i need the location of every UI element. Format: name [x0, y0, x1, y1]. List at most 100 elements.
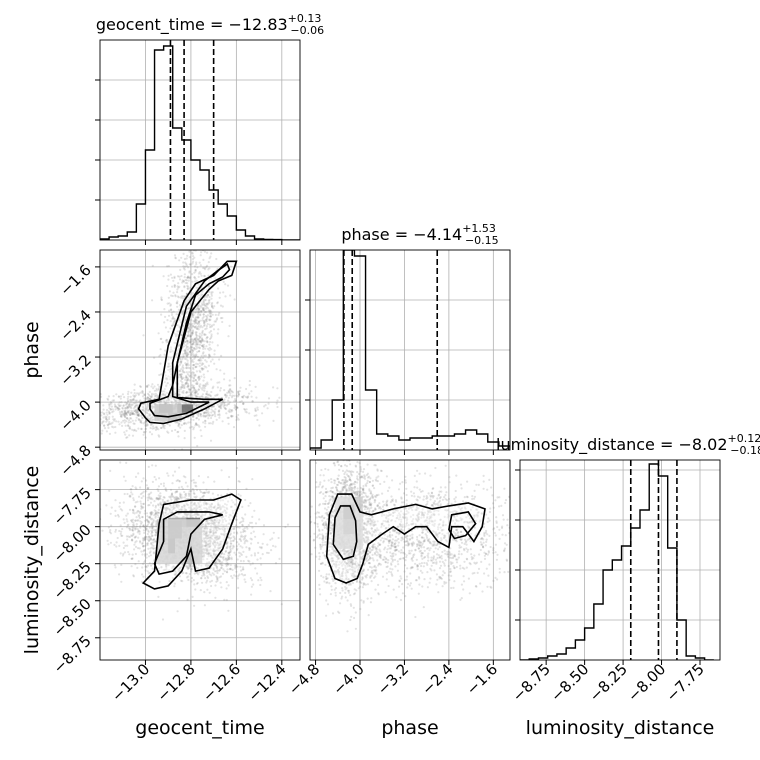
sample-point	[118, 544, 121, 548]
sample-point	[144, 410, 148, 414]
sample-point	[147, 547, 150, 550]
sample-point	[185, 354, 188, 357]
sample-point	[126, 405, 129, 409]
sample-point	[218, 413, 221, 416]
sample-point	[127, 400, 130, 403]
sample-point	[201, 344, 204, 347]
sample-point	[128, 495, 131, 498]
sample-point	[155, 389, 158, 392]
sample-point	[137, 529, 140, 533]
sample-point	[213, 518, 216, 521]
sample-point	[163, 381, 166, 384]
sample-point	[193, 326, 196, 329]
sample-point	[124, 544, 127, 547]
sample-point	[132, 574, 135, 577]
sample-point	[194, 356, 197, 359]
sample-point	[229, 537, 232, 540]
sample-point	[209, 395, 212, 398]
sample-point	[190, 376, 194, 379]
sample-point	[200, 293, 203, 296]
sample-point	[204, 359, 207, 362]
sample-point	[214, 584, 217, 587]
sample-point	[178, 278, 182, 281]
sample-point	[218, 296, 221, 299]
sample-point	[197, 375, 201, 378]
sample-point	[199, 247, 201, 249]
sample-point	[114, 408, 117, 411]
sample-point	[131, 493, 134, 496]
sample-point	[123, 551, 127, 554]
sample-point	[192, 255, 195, 258]
sample-point	[131, 412, 134, 416]
sample-point	[227, 562, 230, 566]
sample-point	[195, 422, 198, 425]
sample-point	[183, 318, 187, 321]
sample-point	[109, 469, 112, 472]
sample-point	[211, 405, 214, 408]
sample-point	[105, 408, 109, 412]
sample-point	[197, 412, 200, 415]
sample-point	[156, 488, 159, 491]
sample-point	[94, 406, 96, 408]
sample-point	[170, 311, 173, 314]
sample-point	[113, 419, 116, 422]
sample-point	[219, 562, 222, 566]
sample-point	[191, 346, 194, 349]
sample-point	[187, 567, 190, 571]
sample-point	[173, 470, 177, 473]
sample-point	[136, 411, 139, 414]
sample-point	[135, 516, 138, 519]
sample-point	[155, 387, 158, 390]
sample-point	[169, 383, 172, 386]
sample-point	[143, 393, 146, 396]
sample-point	[205, 491, 209, 494]
sample-point	[202, 379, 205, 382]
sample-point	[146, 496, 149, 499]
sample-point	[190, 326, 193, 329]
sample-point	[146, 416, 149, 419]
sample-point	[242, 528, 245, 531]
sample-point	[157, 503, 160, 506]
sample-point	[184, 265, 187, 268]
sample-point	[187, 331, 190, 334]
sample-point	[219, 291, 222, 294]
sample-point	[198, 271, 201, 274]
sample-point	[201, 308, 205, 311]
sample-point	[142, 409, 145, 412]
sample-point	[118, 505, 121, 508]
sample-point	[147, 417, 150, 420]
sample-point	[179, 362, 183, 365]
sample-point	[227, 410, 230, 413]
sample-point	[255, 396, 258, 399]
sample-point	[234, 405, 237, 408]
sample-point	[201, 581, 204, 584]
sample-point	[112, 395, 115, 398]
sample-point	[125, 413, 128, 416]
sample-point	[242, 530, 245, 534]
sample-point	[180, 256, 183, 259]
sample-point	[208, 311, 211, 314]
sample-point	[187, 279, 190, 282]
sample-point	[152, 547, 155, 550]
sample-point	[193, 495, 196, 498]
sample-point	[181, 331, 184, 334]
sample-point	[186, 355, 189, 358]
sample-point	[125, 411, 128, 415]
sample-point	[230, 575, 233, 578]
sample-point	[191, 349, 194, 352]
sample-point	[208, 512, 212, 516]
panel-hist-luminosity_distance	[515, 459, 721, 665]
sample-point	[190, 343, 193, 346]
panel-hist-geocent_time	[95, 39, 301, 245]
sample-point	[185, 345, 188, 348]
sample-point	[70, 403, 72, 405]
sample-point	[174, 332, 177, 336]
sample-point	[149, 417, 152, 420]
sample-point	[256, 406, 259, 409]
sample-point	[187, 276, 190, 279]
sample-point	[200, 310, 203, 313]
sample-point	[227, 500, 230, 503]
sample-point	[118, 408, 121, 411]
sample-point	[131, 434, 135, 437]
sample-point	[185, 367, 188, 370]
